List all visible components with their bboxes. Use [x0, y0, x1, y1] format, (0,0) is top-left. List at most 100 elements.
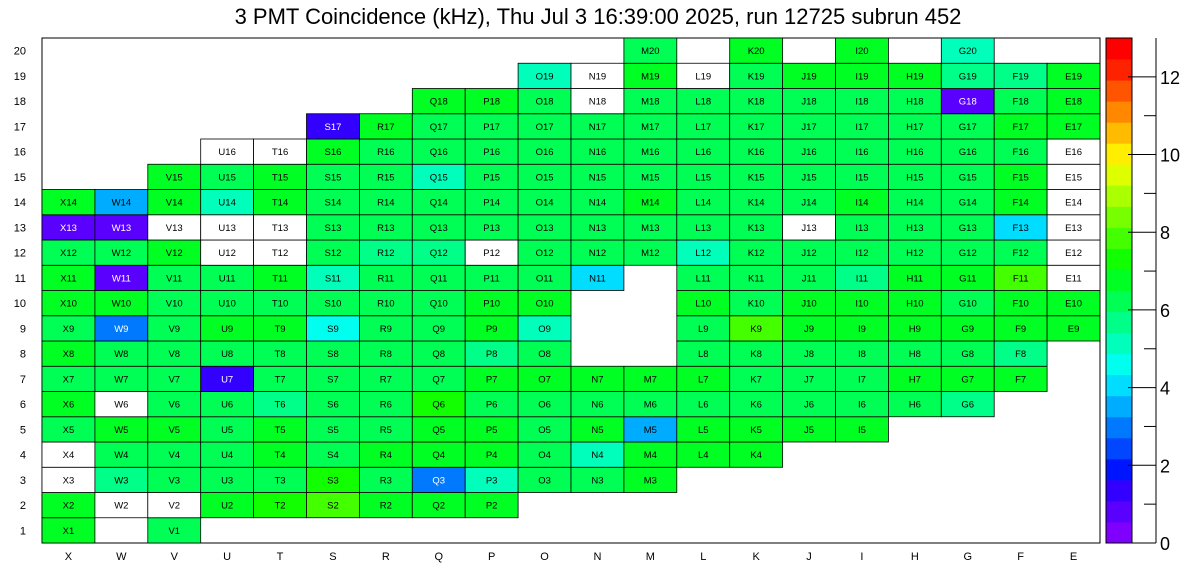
heatmap-cell-X3: [41, 466, 96, 493]
cell-label-O16: O16: [536, 147, 554, 158]
cell-label-P4: P4: [486, 450, 498, 461]
cell-label-P16: P16: [483, 147, 500, 158]
heatmap-cell-S2: [306, 492, 360, 519]
heatmap-cell-K13: [729, 214, 784, 241]
cell-label-X7: X7: [63, 374, 75, 385]
color-bar-tick-label-8: 8: [1160, 223, 1170, 243]
cell-label-N12: N12: [589, 248, 606, 259]
cell-label-X2: X2: [63, 501, 75, 512]
heatmap-cell-K15: [729, 163, 784, 190]
heatmap-cell-R13: [358, 214, 413, 241]
cell-label-Q12: Q12: [430, 248, 448, 259]
color-bar-tick-label-12: 12: [1160, 68, 1180, 88]
cell-label-S11: S11: [325, 273, 341, 284]
cell-label-H9: H9: [909, 324, 921, 335]
cell-label-I15: I15: [855, 172, 868, 183]
heatmap-cell-T6: [253, 391, 307, 418]
heatmap-cell-X12: [41, 239, 96, 266]
cell-label-V13: V13: [166, 223, 183, 234]
cell-label-U11: U11: [219, 273, 236, 284]
heatmap-cell-R10: [358, 290, 413, 317]
cell-label-E16: E16: [1065, 147, 1082, 158]
cell-label-G14: G14: [959, 198, 977, 209]
heatmap-cell-P18: [464, 88, 519, 115]
heatmap-cell-O16: [517, 138, 572, 165]
heatmap-cells: X1 V1 X2 W2 V2 U2 T2 S2 R2 Q2 P2 X3 W3 V3 U3 T3 S3 R3 Q3 P3…: [41, 37, 1101, 544]
heatmap-cell-Q15: [411, 163, 466, 190]
color-bar-band: [1106, 206, 1132, 228]
cell-label-H15: H15: [906, 172, 923, 183]
cell-label-I20: I20: [855, 46, 868, 57]
heatmap-cell-V6: [147, 391, 202, 418]
y-tick-label-4: 4: [20, 450, 26, 462]
cell-label-J18: J18: [801, 97, 816, 108]
cell-label-L4: L4: [698, 450, 709, 461]
cell-label-S15: S15: [324, 172, 341, 183]
cell-label-U2: U2: [221, 501, 233, 512]
cell-label-E10: E10: [1065, 299, 1082, 310]
cell-label-W4: W4: [114, 450, 128, 461]
cell-label-P2: P2: [486, 501, 498, 512]
cell-label-P17: P17: [483, 122, 500, 133]
cell-label-G17: G17: [959, 122, 977, 133]
x-tick-label-U: U: [223, 551, 231, 563]
heatmap-cell-Q12: [411, 239, 466, 266]
cell-label-W10: W10: [112, 299, 132, 310]
heatmap-cell-N6: [570, 391, 625, 418]
heatmap-cell-V15: [147, 163, 202, 190]
y-tick-label-12: 12: [14, 248, 26, 260]
color-bar-band: [1106, 416, 1132, 439]
cell-label-V5: V5: [168, 425, 180, 436]
x-tick-label-F: F: [1017, 551, 1024, 563]
cell-label-F13: F13: [1012, 223, 1028, 234]
cell-label-V4: V4: [168, 450, 180, 461]
color-bar-tick-label-2: 2: [1160, 456, 1170, 476]
color-bar-band: [1106, 227, 1132, 249]
cell-label-P15: P15: [483, 172, 500, 183]
heatmap-cell-P4: [464, 441, 519, 468]
heatmap-cell-T16: [253, 138, 307, 165]
heatmap-cell-X10: [41, 290, 96, 317]
cell-label-I16: I16: [855, 147, 868, 158]
cell-label-N5: N5: [591, 425, 603, 436]
cell-label-V2: V2: [168, 501, 180, 512]
cell-label-R9: R9: [380, 324, 392, 335]
cell-label-M17: M17: [641, 122, 659, 133]
cell-label-V1: V1: [168, 526, 180, 537]
cell-label-T14: T14: [272, 198, 288, 209]
cell-label-R14: R14: [377, 198, 394, 209]
cell-label-X6: X6: [63, 400, 75, 411]
cell-label-K12: K12: [748, 248, 765, 259]
cell-label-V8: V8: [168, 349, 180, 360]
heatmap-cell-I13: [835, 214, 889, 241]
cell-label-K16: K16: [748, 147, 765, 158]
heatmap-cell-P2: [464, 492, 519, 519]
cell-label-K7: K7: [750, 374, 762, 385]
heatmap-cell-F12: [993, 239, 1048, 266]
cell-label-V7: V7: [168, 374, 180, 385]
heatmap-cell-H17: [888, 113, 942, 140]
cell-label-S6: S6: [327, 400, 339, 411]
heatmap-cell-N12: [570, 239, 625, 266]
y-tick-label-8: 8: [20, 349, 26, 361]
heatmap-cell-M13: [623, 214, 678, 241]
cell-label-J15: J15: [801, 172, 816, 183]
cell-label-V14: V14: [166, 198, 183, 209]
y-tick-label-11: 11: [15, 273, 26, 285]
heatmap-cell-J14: [782, 189, 836, 216]
heatmap-cell-H15: [888, 163, 942, 190]
heatmap-cell-J19: [782, 62, 836, 89]
y-tick-label-14: 14: [14, 197, 26, 209]
heatmap-cell-G18: [940, 88, 995, 115]
x-tick-label-M: M: [646, 551, 655, 563]
heatmap-cell-Q5: [411, 416, 466, 443]
heatmap-cell-F17: [993, 113, 1048, 140]
cell-label-S17: S17: [324, 122, 341, 133]
heatmap-cell-O5: [517, 416, 572, 443]
heatmap-cell-I9: [835, 315, 889, 342]
color-bar-tick-label-4: 4: [1160, 379, 1170, 399]
cell-label-I5: I5: [858, 425, 866, 436]
cell-label-G19: G19: [959, 71, 977, 82]
heatmap-cell-T4: [253, 441, 307, 468]
